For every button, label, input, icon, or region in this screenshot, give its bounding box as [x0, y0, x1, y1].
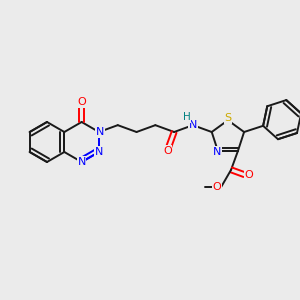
Text: N: N	[189, 120, 197, 130]
Text: S: S	[224, 113, 232, 123]
Text: O: O	[245, 169, 254, 180]
Text: N: N	[77, 157, 86, 167]
Text: O: O	[77, 97, 86, 107]
Text: N: N	[95, 147, 103, 157]
Text: N: N	[96, 127, 104, 137]
Text: N: N	[213, 147, 221, 157]
Text: O: O	[163, 146, 172, 156]
Text: O: O	[213, 182, 221, 192]
Text: H: H	[183, 112, 191, 122]
